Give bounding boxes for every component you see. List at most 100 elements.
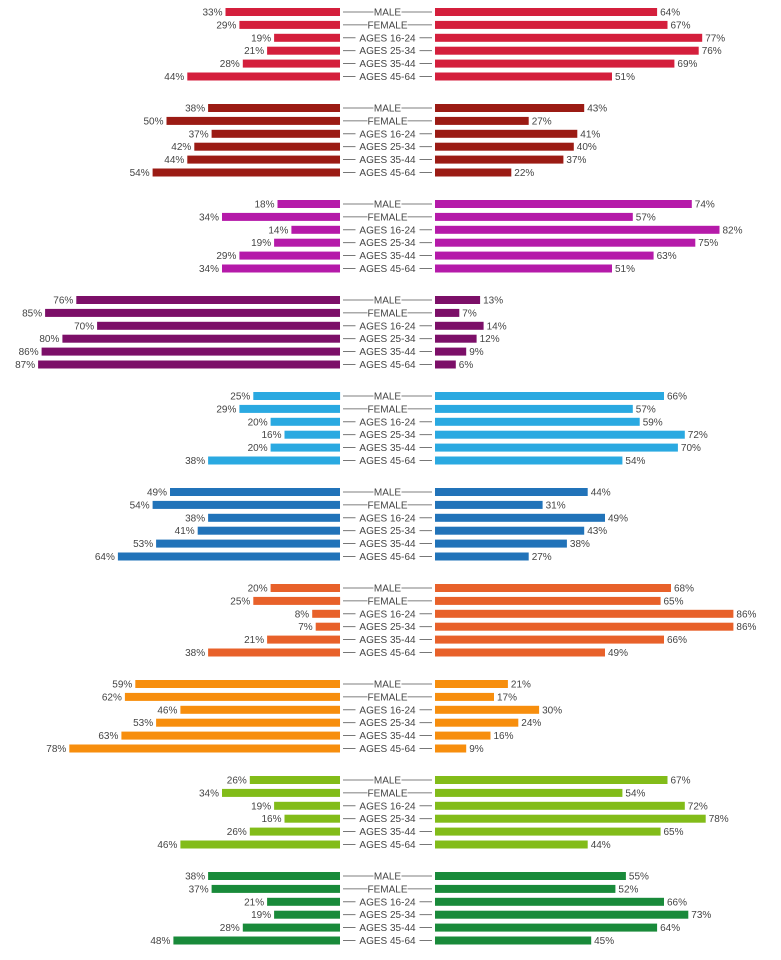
right-bar [435, 392, 664, 400]
right-value-label: 13% [483, 296, 503, 307]
right-bar [435, 456, 623, 465]
right-bar [435, 923, 658, 932]
right-value-label: 86% [736, 622, 756, 633]
left-value-label: 53% [133, 718, 153, 729]
category-label: AGES 45-64 [359, 744, 416, 755]
left-bar [62, 334, 341, 343]
left-bar [124, 692, 341, 701]
left-bar [208, 513, 340, 522]
right-bar [435, 8, 658, 16]
category-label: MALE [374, 392, 402, 403]
right-bar [435, 20, 668, 29]
right-bar [435, 33, 703, 42]
bar-group-1: 33% 64% MALE 29% 67% FEMALE 19% 77% AGES 16-24 21… [164, 8, 725, 84]
left-value-label: 28% [220, 59, 240, 70]
right-value-label: 72% [688, 430, 708, 441]
right-bar [435, 584, 671, 592]
right-value-label: 6% [459, 360, 474, 371]
left-value-label: 38% [185, 872, 205, 883]
category-label: AGES 25-34 [359, 142, 416, 153]
right-value-label: 54% [625, 788, 645, 799]
bar-group-8: 59% 21% MALE 62% 17% FEMALE 46% 30% AGES 16-24 53… [46, 680, 562, 756]
right-bar [435, 347, 467, 356]
category-label: AGES 45-64 [359, 840, 416, 851]
right-value-label: 30% [542, 705, 562, 716]
right-bar [435, 648, 605, 657]
left-value-label: 41% [175, 526, 195, 537]
left-value-label: 20% [248, 443, 268, 454]
category-label: AGES 16-24 [359, 513, 416, 524]
category-label: MALE [374, 104, 402, 115]
left-value-label: 20% [248, 417, 268, 428]
left-bar [76, 296, 341, 304]
category-label: AGES 35-44 [359, 827, 416, 838]
category-label: AGES 16-24 [359, 705, 416, 716]
left-value-label: 20% [248, 584, 268, 595]
category-label: AGES 25-34 [359, 814, 416, 825]
category-label: AGES 25-34 [359, 238, 416, 249]
right-value-label: 51% [615, 72, 635, 83]
category-label: AGES 25-34 [359, 334, 416, 345]
category-label: MALE [374, 872, 402, 883]
left-bar [242, 59, 340, 68]
right-value-label: 9% [469, 744, 484, 755]
category-label: FEMALE [367, 596, 407, 607]
right-bar [435, 718, 519, 727]
left-value-label: 16% [261, 430, 281, 441]
left-value-label: 80% [39, 334, 59, 345]
right-value-label: 16% [494, 731, 514, 742]
left-bar [239, 251, 340, 260]
left-bar [173, 936, 340, 945]
right-bar [435, 692, 494, 701]
left-value-label: 54% [130, 500, 150, 511]
right-value-label: 64% [660, 923, 680, 934]
left-value-label: 86% [19, 347, 39, 358]
right-bar [435, 622, 734, 631]
right-bar [435, 500, 543, 509]
left-value-label: 48% [150, 936, 170, 947]
left-value-label: 34% [199, 788, 219, 799]
left-value-label: 34% [199, 264, 219, 275]
right-bar [435, 840, 588, 849]
left-value-label: 19% [251, 801, 271, 812]
left-value-label: 14% [268, 225, 288, 236]
left-value-label: 19% [251, 33, 271, 44]
right-bar [435, 827, 661, 836]
right-value-label: 44% [591, 488, 611, 499]
right-value-label: 14% [487, 321, 507, 332]
category-label: FEMALE [367, 404, 407, 415]
right-bar [435, 308, 460, 317]
left-bar [97, 321, 340, 330]
left-value-label: 46% [157, 705, 177, 716]
left-bar [277, 200, 340, 208]
left-bar [208, 104, 340, 112]
right-value-label: 40% [577, 142, 597, 153]
category-label: AGES 16-24 [359, 225, 416, 236]
category-label: AGES 35-44 [359, 155, 416, 166]
left-bar [291, 225, 340, 234]
category-label: AGES 16-24 [359, 801, 416, 812]
left-bar [222, 264, 340, 273]
left-value-label: 59% [112, 680, 132, 691]
left-value-label: 78% [46, 744, 66, 755]
bar-group-9: 26% 67% MALE 34% 54% FEMALE 19% 72% AGES 16-24 16… [157, 776, 728, 852]
category-label: AGES 16-24 [359, 321, 416, 332]
right-value-label: 86% [736, 609, 756, 620]
right-bar [435, 296, 481, 304]
left-bar [194, 142, 340, 151]
left-bar [208, 648, 340, 657]
right-bar [435, 488, 588, 496]
right-bar [435, 168, 512, 177]
right-bar [435, 872, 626, 880]
bar-group-7: 20% 68% MALE 25% 65% FEMALE 8% 86% AGES 16-24 7% 8… [185, 584, 756, 660]
right-bar [435, 814, 706, 823]
right-bar [435, 910, 689, 919]
right-bar [435, 264, 612, 273]
left-value-label: 26% [227, 776, 247, 787]
left-value-label: 87% [15, 360, 35, 371]
right-bar [435, 776, 668, 784]
left-value-label: 29% [216, 251, 236, 262]
category-label: MALE [374, 8, 402, 19]
category-label: AGES 35-44 [359, 635, 416, 646]
left-bar [274, 801, 340, 810]
